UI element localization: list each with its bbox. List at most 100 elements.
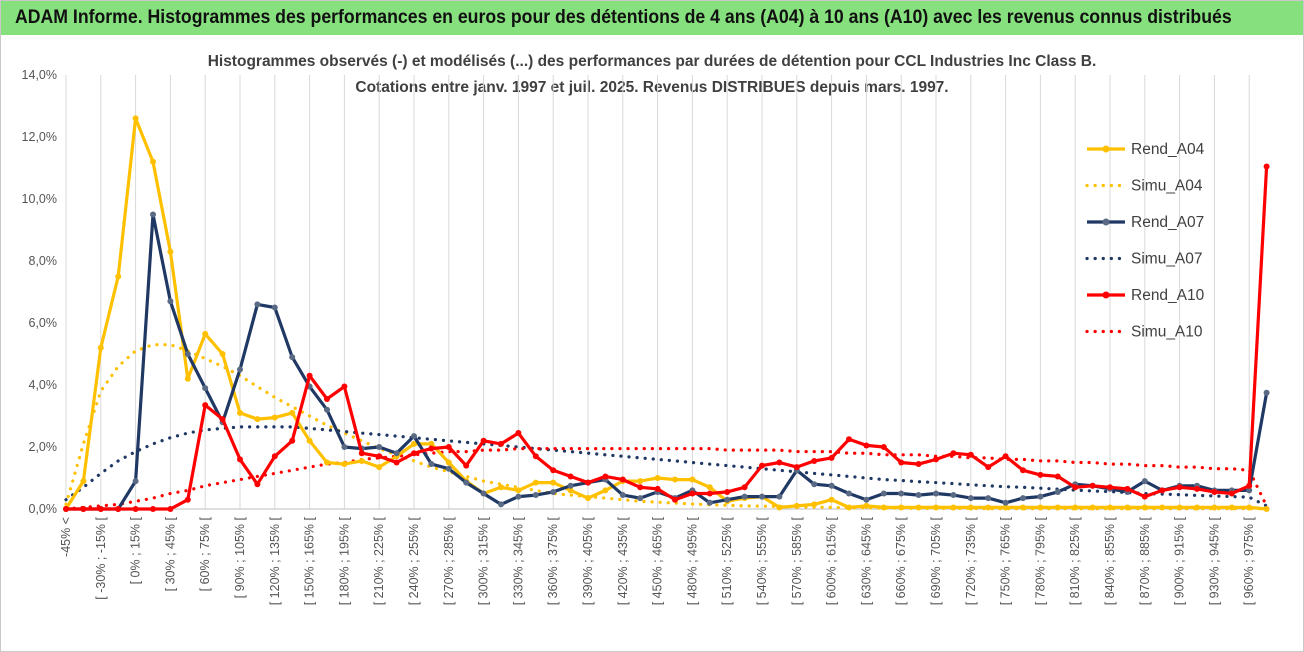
legend-marker-rend-a04 bbox=[1102, 145, 1110, 153]
data-point-rend-a04 bbox=[706, 484, 713, 491]
data-point-rend-a04 bbox=[550, 479, 557, 486]
chart-title: Histogrammes observés (-) et modélisés (… bbox=[207, 53, 1097, 70]
data-point-rend-a07 bbox=[132, 478, 139, 485]
data-point-rend-a10 bbox=[759, 462, 765, 469]
data-point-rend-a10 bbox=[1089, 482, 1096, 489]
x-tick-label: [ 750% ; 765% [ bbox=[999, 516, 1013, 605]
data-point-rend-a04 bbox=[445, 459, 452, 466]
data-point-rend-a07 bbox=[271, 304, 278, 311]
y-tick-label: 0,0% bbox=[29, 502, 58, 516]
data-point-rend-a04 bbox=[880, 504, 887, 511]
x-tick-label: [ 90% ; 105% [ bbox=[233, 516, 247, 598]
data-point-rend-a10 bbox=[428, 445, 435, 452]
data-point-rend-a07 bbox=[254, 301, 261, 308]
y-tick-label: 6,0% bbox=[29, 316, 58, 330]
data-point-rend-a10 bbox=[898, 459, 905, 466]
data-point-rend-a04 bbox=[1176, 504, 1183, 511]
data-point-rend-a04 bbox=[150, 158, 156, 165]
data-point-rend-a10 bbox=[515, 430, 522, 437]
data-point-rend-a04 bbox=[1089, 504, 1096, 511]
x-tick-label: [ 630% ; 645% [ bbox=[859, 516, 873, 605]
data-point-rend-a07 bbox=[184, 351, 191, 357]
data-point-rend-a04 bbox=[828, 496, 835, 503]
data-point-rend-a10 bbox=[724, 488, 731, 495]
data-point-rend-a07 bbox=[1037, 493, 1044, 500]
data-point-rend-a07 bbox=[967, 495, 974, 502]
data-point-rend-a07 bbox=[846, 490, 852, 497]
data-point-rend-a10 bbox=[237, 456, 243, 463]
x-tick-label: [ 780% ; 795% [ bbox=[1033, 516, 1047, 605]
x-tick-label: [ 930% ; 945% [ bbox=[1207, 516, 1221, 605]
x-tick-label: [ 60% ; 75% [ bbox=[198, 516, 212, 591]
data-point-rend-a07 bbox=[741, 493, 748, 500]
data-point-rend-a10 bbox=[63, 506, 69, 512]
x-tick-label: [ 660% ; 675% [ bbox=[894, 516, 908, 605]
data-point-rend-a10 bbox=[967, 451, 974, 458]
x-tick-label: [ 270% ; 285% [ bbox=[442, 516, 456, 605]
data-point-rend-a07 bbox=[237, 366, 243, 373]
data-point-rend-a10 bbox=[324, 395, 330, 402]
data-point-rend-a10 bbox=[1194, 485, 1200, 492]
data-point-rend-a04 bbox=[97, 344, 104, 351]
x-tick-label: [ 870% ; 885% [ bbox=[1138, 516, 1152, 605]
data-point-rend-a04 bbox=[1054, 504, 1061, 511]
series-line-rend-a10 bbox=[66, 166, 1269, 511]
data-point-rend-a07 bbox=[915, 492, 922, 499]
data-point-rend-a07 bbox=[480, 490, 487, 497]
data-point-rend-a04 bbox=[167, 248, 174, 255]
data-point-rend-a04 bbox=[1194, 504, 1200, 511]
data-point-rend-a04 bbox=[115, 273, 122, 280]
data-point-rend-a10 bbox=[219, 416, 226, 423]
data-point-rend-a04 bbox=[324, 459, 330, 466]
data-point-rend-a07 bbox=[863, 496, 870, 503]
data-point-rend-a07 bbox=[550, 488, 557, 495]
data-point-rend-a10 bbox=[793, 464, 800, 471]
data-point-rend-a10 bbox=[602, 473, 609, 480]
x-tick-label: [ 240% ; 255% [ bbox=[407, 516, 421, 605]
data-point-rend-a04 bbox=[585, 495, 591, 502]
data-point-rend-a07 bbox=[1054, 488, 1061, 495]
data-point-rend-a10 bbox=[289, 437, 296, 444]
x-tick-label: [ 810% ; 825% [ bbox=[1068, 516, 1082, 605]
data-point-rend-a10 bbox=[1020, 467, 1026, 474]
data-point-rend-a07 bbox=[567, 482, 574, 489]
data-point-rend-a07 bbox=[880, 490, 887, 497]
data-point-rend-a04 bbox=[306, 437, 313, 444]
data-point-rend-a10 bbox=[97, 506, 104, 512]
data-point-rend-a10 bbox=[933, 456, 939, 463]
data-point-rend-a04 bbox=[654, 475, 661, 481]
x-tick-label: [ 540% ; 555% [ bbox=[755, 516, 769, 605]
y-tick-label: 12,0% bbox=[22, 130, 57, 144]
data-point-rend-a10 bbox=[341, 383, 348, 390]
data-point-rend-a04 bbox=[80, 478, 87, 485]
data-point-rend-a10 bbox=[480, 437, 487, 444]
data-point-rend-a07 bbox=[393, 450, 400, 457]
data-point-rend-a07 bbox=[724, 496, 731, 503]
data-point-rend-a07 bbox=[202, 385, 209, 392]
data-point-rend-a04 bbox=[132, 115, 139, 122]
data-point-rend-a10 bbox=[1072, 484, 1079, 491]
data-point-rend-a04 bbox=[967, 504, 974, 511]
data-point-rend-a10 bbox=[463, 462, 470, 469]
data-point-rend-a04 bbox=[1072, 504, 1079, 511]
x-tick-label: [ -30% ; -15% [ bbox=[94, 516, 108, 599]
data-point-rend-a04 bbox=[184, 375, 191, 382]
data-point-rend-a04 bbox=[289, 409, 296, 416]
data-point-rend-a04 bbox=[515, 487, 522, 494]
data-point-rend-a10 bbox=[863, 442, 870, 449]
data-point-rend-a04 bbox=[1107, 504, 1113, 511]
data-point-rend-a07 bbox=[759, 493, 765, 500]
legend-marker-rend-a10 bbox=[1102, 291, 1110, 299]
data-point-rend-a07 bbox=[1002, 499, 1009, 506]
data-point-rend-a10 bbox=[689, 490, 696, 497]
data-point-rend-a07 bbox=[1141, 478, 1148, 485]
data-point-rend-a04 bbox=[602, 487, 609, 494]
data-point-rend-a10 bbox=[828, 454, 835, 461]
data-point-rend-a10 bbox=[1228, 490, 1235, 497]
data-point-rend-a10 bbox=[915, 461, 922, 468]
data-point-rend-a07 bbox=[619, 492, 626, 499]
data-point-rend-a07 bbox=[463, 479, 470, 486]
data-point-rend-a04 bbox=[219, 351, 226, 357]
series-line-rend-a04 bbox=[64, 116, 1267, 511]
